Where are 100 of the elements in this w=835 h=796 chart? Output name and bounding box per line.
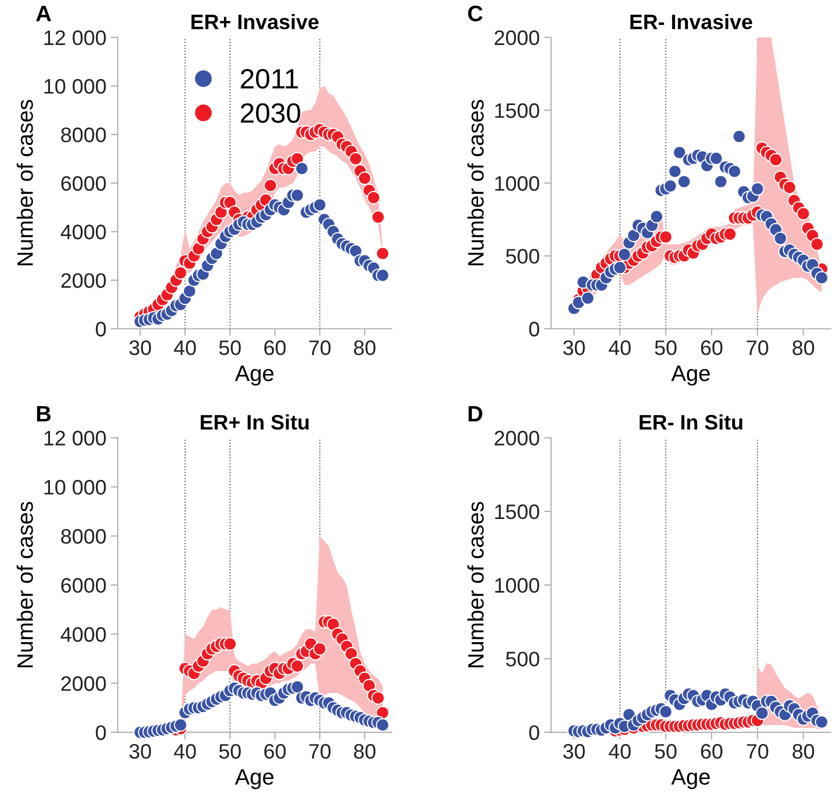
point [376,718,390,732]
y-tick-label: 1000 [495,578,540,593]
point [618,248,632,262]
x-tick-label: 70 [746,744,768,759]
text: C [468,6,483,22]
y-tick-label: 4000 [60,224,106,240]
point [755,706,769,720]
point [581,291,595,305]
point [709,152,723,166]
point [750,182,764,196]
x-tick-label: 80 [792,340,814,356]
x-tick-label: 30 [129,340,151,356]
point [796,206,810,220]
y-tick-label: 6000 [61,176,106,191]
point [376,246,390,260]
point [290,152,304,166]
legend-label: 2030 [240,103,300,123]
point [728,164,742,178]
x-tick-label: 80 [354,744,376,759]
point [295,162,309,176]
x-tick-label: 70 [309,340,331,356]
y-axis-title: Number of cases [467,502,484,668]
y-tick-label: 12 000 [44,430,106,446]
x-tick-label: 50 [654,340,677,356]
text: A [36,6,52,22]
y-tick-label: 2000 [494,30,540,46]
y-tick-label: 500 [506,248,540,264]
point [362,678,376,692]
point [814,271,828,285]
text: B [37,406,51,422]
point [366,190,380,204]
y-axis-title: Number of cases [16,502,33,668]
legend-label: 2011 [240,68,298,89]
point [290,680,304,694]
point [313,642,327,656]
point [814,715,828,729]
y-tick-label: 0 [96,725,106,740]
chart-title: ER+ Invasive [192,14,319,30]
x-axis-title: Age [234,769,274,790]
x-tick-label: 50 [654,744,677,759]
x-tick-label: 40 [174,744,196,759]
point [732,130,746,144]
point [348,152,362,166]
x-axis-title: Age [671,366,710,386]
y-tick-label: 12 000 [44,30,106,46]
point [371,691,385,705]
x-axis-title: Age [671,769,710,790]
y-tick-label: 8000 [61,128,106,142]
y-tick-label: 0 [529,322,540,336]
point [174,266,188,280]
point [677,174,691,188]
y-tick-label: 1500 [495,103,540,118]
y-axis-title: Number of cases [467,100,484,266]
point [774,232,788,246]
y-tick-label: 1500 [495,504,540,520]
x-tick-label: 70 [746,340,768,356]
y-tick-label: 2000 [61,676,106,691]
x-tick-label: 30 [129,744,151,759]
point [658,704,673,718]
point [223,637,237,651]
y-tick-label: 8000 [61,528,106,544]
point [326,618,340,632]
chart-title: ER- Invasive [630,14,752,30]
point [650,210,664,224]
point [714,174,728,188]
x-tick-label: 40 [608,744,631,759]
y-tick-label: 500 [506,652,540,666]
x-tick-label: 60 [701,744,722,759]
x-tick-label: 50 [219,340,241,356]
x-tick-label: 70 [309,744,331,759]
point [344,647,358,661]
point [376,268,390,282]
x-tick-label: 80 [792,744,814,759]
x-axis-title: Age [234,366,274,386]
y-tick-label: 0 [529,725,540,740]
x-tick-label: 40 [174,340,196,356]
point [672,146,686,160]
y-tick-label: 4000 [60,627,106,642]
point [371,210,385,224]
point [658,230,673,244]
point [264,178,278,192]
x-tick-label: 30 [563,340,585,356]
point [810,237,824,252]
y-tick-label: 2000 [494,430,540,446]
point [313,198,327,212]
point [782,180,796,194]
chart-title: ER- In Situ [640,414,742,430]
text: D [468,406,482,422]
y-tick-label: 10 000 [44,480,106,495]
point [214,205,228,219]
x-tick-label: 50 [219,744,241,759]
x-tick-label: 60 [701,340,722,356]
y-tick-label: 10 000 [44,78,106,94]
y-tick-label: 2000 [61,273,106,288]
y-axis-title: Number of cases [16,100,33,266]
point [613,260,627,274]
point [174,718,188,732]
y-tick-label: 6000 [61,578,106,593]
x-tick-label: 80 [354,340,376,356]
point [668,164,682,178]
